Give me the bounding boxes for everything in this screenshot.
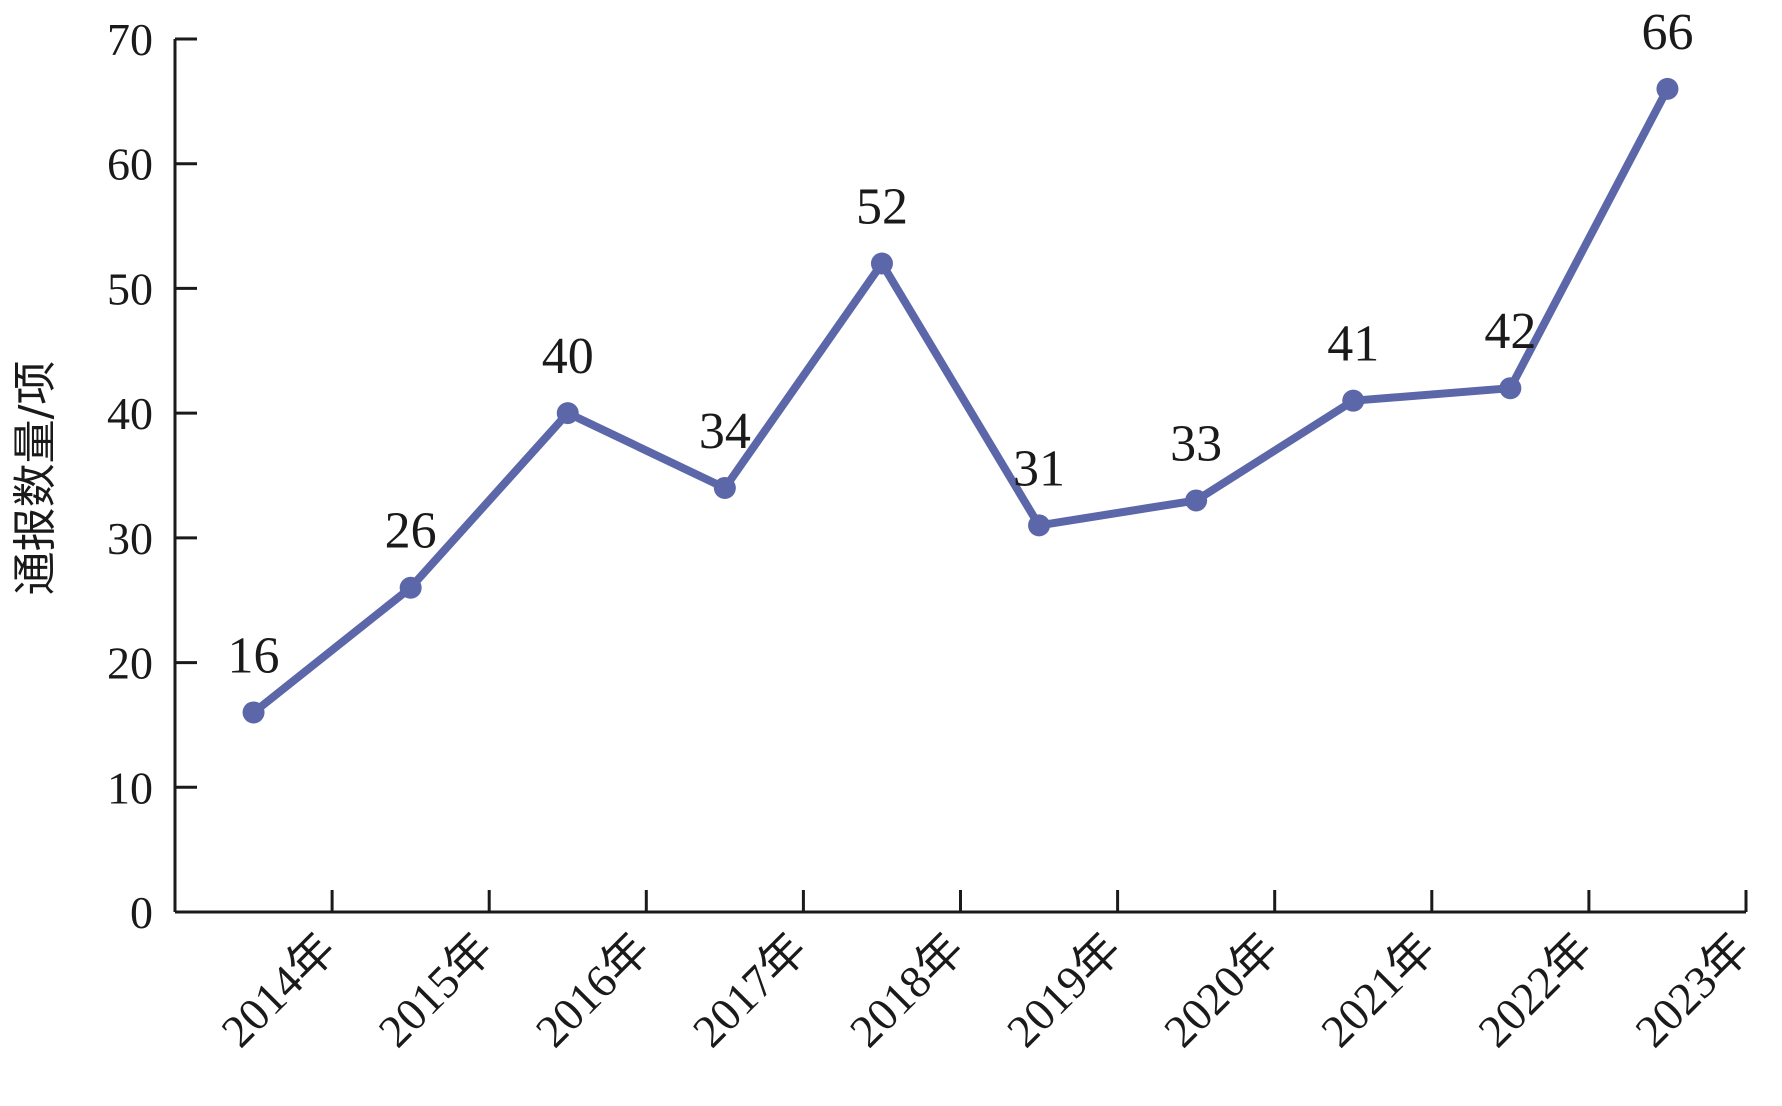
data-label: 66: [1641, 4, 1693, 61]
y-tick-label: 10: [107, 762, 153, 813]
data-label: 34: [699, 403, 751, 460]
data-label: 41: [1327, 316, 1379, 373]
data-point: [713, 476, 736, 499]
y-tick-label: 20: [107, 638, 153, 689]
y-tick-label: 60: [107, 139, 153, 190]
data-point: [1028, 514, 1051, 537]
x-tick-label: 2016年: [526, 923, 660, 1057]
x-tick-label: 2020年: [1154, 923, 1288, 1057]
data-label: 33: [1170, 415, 1222, 472]
series-line: [249, 84, 1672, 717]
data-label: 26: [385, 503, 437, 560]
data-label: 31: [1013, 440, 1065, 497]
data-point: [1499, 377, 1522, 400]
data-point: [1342, 389, 1365, 412]
data-point: [242, 701, 265, 724]
data-point: [399, 576, 422, 599]
data-label: 42: [1484, 303, 1536, 360]
x-tick-label: 2018年: [840, 923, 974, 1057]
data-label: 52: [856, 178, 908, 235]
series-group: 16 26 40 34 52 31 33 41 42 66: [228, 4, 1693, 724]
data-label: 40: [542, 328, 594, 385]
y-tick-label: 70: [107, 14, 153, 65]
data-label: 16: [228, 627, 280, 684]
data-point: [1185, 489, 1208, 512]
data-point: [556, 402, 579, 425]
x-tick-label: 2017年: [683, 923, 817, 1057]
data-point: [1656, 77, 1679, 100]
x-tick-label: 2022年: [1468, 923, 1602, 1057]
x-tick-label: 2019年: [997, 923, 1131, 1057]
x-tick-label: 2023年: [1625, 923, 1759, 1057]
y-tick-label: 0: [130, 887, 153, 938]
data-point: [870, 252, 893, 275]
y-tick-label: 40: [107, 388, 153, 439]
y-tick-label: 30: [107, 513, 153, 564]
y-axis: 0 10 20 30 40 50 60 70: [107, 14, 197, 938]
x-tick-label: 2014年: [212, 923, 346, 1057]
x-axis: 2014年 2015年 2016年 2017年 2018年 2019年 2020年 2021年…: [175, 890, 1759, 1057]
x-tick-label: 2015年: [369, 923, 503, 1057]
y-tick-label: 50: [107, 263, 153, 314]
x-tick-label: 2021年: [1311, 923, 1445, 1057]
y-axis-title: 通报数量/项: [10, 361, 61, 596]
